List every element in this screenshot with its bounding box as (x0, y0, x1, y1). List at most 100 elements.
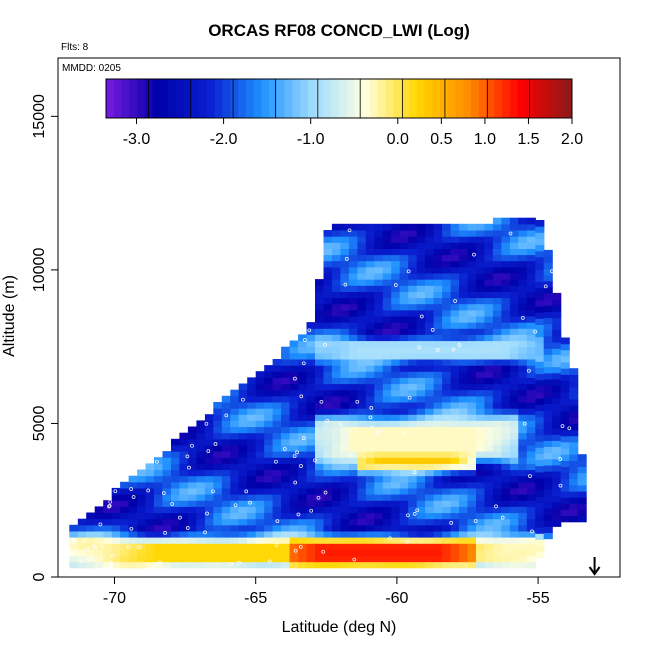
heatmap-cell (323, 328, 333, 335)
heatmap-cell (323, 432, 333, 440)
heatmap-cell (509, 297, 519, 305)
heatmap-cell (247, 408, 257, 415)
heatmap-cell (111, 543, 121, 550)
heatmap-cell (357, 444, 367, 452)
heatmap-cell (518, 537, 528, 544)
heatmap-cell (569, 491, 579, 498)
heatmap-cell (492, 543, 502, 550)
heatmap-cell (442, 328, 452, 335)
data-point (292, 454, 297, 458)
heatmap-cell (526, 426, 536, 434)
heatmap-cell (315, 524, 325, 532)
heatmap-cell (162, 475, 172, 483)
heatmap-cell (416, 340, 426, 348)
heatmap-cell (120, 494, 130, 501)
heatmap-cell (433, 260, 443, 268)
heatmap-cell (425, 414, 435, 421)
heatmap-cell (391, 438, 401, 446)
heatmap-cell (238, 426, 248, 434)
heatmap-cell (442, 230, 452, 237)
heatmap-cell (501, 549, 511, 557)
heatmap-cell (357, 475, 367, 483)
heatmap-cell (137, 469, 147, 477)
heatmap-cell (382, 512, 392, 520)
heatmap-cell (442, 309, 452, 317)
colorbar-segment (556, 79, 565, 118)
heatmap-cell (137, 555, 147, 563)
heatmap-cell (247, 451, 257, 458)
heatmap-cell (323, 266, 333, 274)
heatmap-cell (315, 537, 325, 544)
heatmap-cell (552, 507, 562, 515)
heatmap-cell (238, 402, 248, 409)
heatmap-cell (137, 530, 147, 538)
heatmap-cell (179, 500, 189, 507)
heatmap-cell (331, 328, 341, 335)
heatmap-cell (111, 530, 121, 538)
heatmap-cell (442, 377, 452, 385)
heatmap-cell (518, 365, 528, 372)
heatmap-cell (450, 438, 460, 446)
heatmap-cell (357, 322, 367, 329)
heatmap-cell (145, 555, 155, 563)
heatmap-cell (374, 438, 384, 446)
heatmap-cell (230, 518, 240, 526)
heatmap-cell (535, 545, 545, 553)
heatmap-cell (391, 463, 401, 471)
heatmap-cell (171, 451, 181, 458)
heatmap-cell (272, 555, 282, 563)
heatmap-cell (315, 297, 325, 305)
heatmap-cell (272, 359, 282, 366)
heatmap-cell (391, 506, 401, 514)
heatmap-cell (492, 451, 502, 458)
heatmap-cell (272, 395, 282, 403)
heatmap-cell (348, 322, 358, 329)
heatmap-cell (433, 254, 443, 262)
heatmap-cell (408, 322, 418, 329)
heatmap-cell (298, 512, 308, 520)
heatmap-cell (331, 500, 341, 507)
heatmap-cell (323, 316, 333, 323)
heatmap-cell (408, 438, 418, 446)
heatmap-cell (331, 242, 341, 249)
heatmap-cell (357, 518, 367, 526)
heatmap-cell (357, 365, 367, 372)
heatmap-cell (526, 223, 536, 231)
data-point (274, 543, 279, 547)
heatmap-cell (543, 526, 553, 533)
heatmap-cell (552, 421, 562, 429)
heatmap-cell (247, 487, 257, 495)
heatmap-cell (221, 537, 231, 544)
heatmap-cell (442, 481, 452, 489)
data-point (457, 343, 462, 347)
heatmap-cell (298, 334, 308, 342)
heatmap-cell (357, 266, 367, 274)
heatmap-cell (526, 530, 536, 538)
heatmap-cell (238, 457, 248, 464)
heatmap-cell (196, 457, 206, 464)
heatmap-cell (69, 561, 79, 569)
heatmap-cell (315, 383, 325, 391)
heatmap-cell (416, 279, 426, 286)
heatmap-cell (501, 309, 511, 317)
heatmap-cell (331, 230, 341, 237)
heatmap-cell (230, 451, 240, 458)
heatmap-cell (179, 487, 189, 495)
heatmap-cell (391, 518, 401, 526)
heatmap-cell (298, 395, 308, 403)
colorbar-segment (230, 79, 239, 118)
heatmap-cell (94, 561, 104, 569)
heatmap-cell (484, 487, 494, 495)
heatmap-cell (315, 316, 325, 323)
heatmap-cell (247, 395, 257, 403)
heatmap-cell (230, 524, 240, 532)
heatmap-cell (331, 346, 341, 354)
heatmap-cell (518, 530, 528, 538)
heatmap-cell (416, 457, 426, 464)
heatmap-cell (391, 352, 401, 360)
heatmap-cell (501, 494, 511, 501)
heatmap-cell (315, 365, 325, 372)
heatmap-cell (552, 305, 562, 312)
heatmap-cell (323, 420, 333, 428)
heatmap-cell (560, 441, 570, 449)
